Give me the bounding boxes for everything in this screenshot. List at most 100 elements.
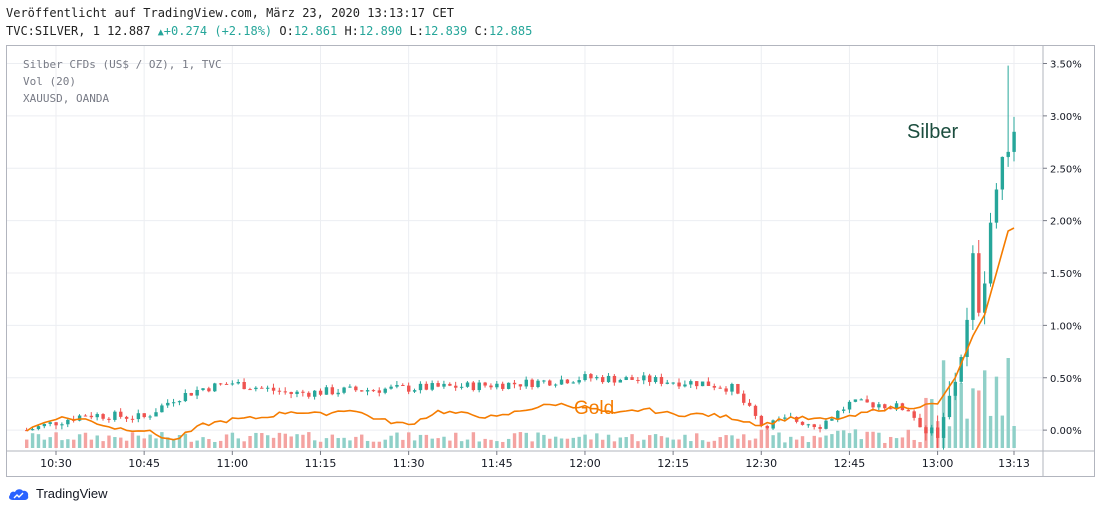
- volume-bar: [412, 440, 417, 448]
- candle-body: [236, 381, 240, 384]
- chart-frame[interactable]: 3.50% 3.00% 2.50% 2.00% 1.50% 1.00% 0.50% 0.00%…: [6, 45, 1095, 477]
- candle-body: [501, 383, 505, 389]
- volume-bar: [595, 433, 599, 448]
- candle-body: [189, 392, 193, 396]
- volume-bar: [477, 441, 481, 448]
- candle-body: [42, 423, 47, 427]
- candle-body: [324, 387, 329, 395]
- volume-bar: [307, 432, 311, 448]
- candle-body: [295, 391, 299, 395]
- volume-bar: [883, 442, 887, 448]
- x-tick-label: 10:45: [128, 457, 160, 470]
- candle-body: [36, 426, 41, 430]
- candle-body: [836, 410, 840, 419]
- candle-body: [54, 422, 58, 426]
- volume-bar: [700, 440, 705, 448]
- volume-bar: [924, 397, 928, 448]
- y-tick-label: 0.50%: [1050, 374, 1082, 385]
- volume-bar: [853, 429, 858, 448]
- volume-bar: [83, 432, 88, 448]
- volume-bar: [606, 434, 611, 448]
- volume-bar: [747, 440, 752, 448]
- volume-bar: [260, 433, 264, 448]
- volume-bar: [506, 438, 511, 448]
- volume-bar: [377, 441, 382, 448]
- volume-bar: [959, 383, 963, 448]
- volume-bar: [436, 438, 440, 448]
- candle-body: [183, 392, 188, 402]
- x-tick-label: 10:30: [40, 457, 72, 470]
- candle-body: [806, 424, 811, 426]
- volume-bar: [283, 433, 288, 448]
- volume-bar: [877, 432, 881, 448]
- volume-bar: [201, 437, 205, 448]
- open-value: 12.861: [293, 24, 338, 38]
- candle-body: [365, 390, 370, 392]
- candle-body: [124, 416, 129, 419]
- candle-body: [330, 387, 335, 395]
- volume-bar: [548, 438, 552, 448]
- candle-body: [436, 383, 440, 387]
- candle-body: [389, 386, 393, 389]
- volume-bar: [389, 435, 393, 448]
- volume-bar: [559, 438, 564, 448]
- volume-bar: [130, 432, 135, 448]
- legend-volume: Vol (20): [23, 75, 76, 88]
- volume-bar: [254, 432, 258, 448]
- candle-body: [841, 409, 846, 411]
- x-tick-label: 12:15: [657, 457, 689, 470]
- candle-body: [918, 417, 922, 428]
- volume-bar: [665, 437, 670, 448]
- volume-bar: [994, 376, 999, 448]
- candle-body: [753, 405, 758, 416]
- candle-body: [983, 283, 987, 313]
- close-value: 12.885: [488, 24, 533, 38]
- candle-body: [383, 388, 387, 393]
- candle-body: [89, 415, 94, 418]
- low-label: L:: [409, 24, 424, 38]
- volume-bar: [489, 439, 493, 448]
- volume-bar: [448, 440, 452, 448]
- candle-body: [371, 390, 376, 392]
- candle-body: [765, 425, 769, 429]
- candle-body: [207, 388, 211, 392]
- volume-bar: [530, 441, 534, 448]
- candle-body: [495, 383, 499, 388]
- volume-bar: [354, 436, 358, 448]
- volume-bar: [495, 441, 499, 448]
- candle-body: [401, 384, 405, 386]
- volume-bar: [918, 442, 922, 448]
- volume-bar: [371, 441, 376, 448]
- candle-body: [559, 379, 564, 385]
- volume-bar: [54, 432, 58, 448]
- volume-bar: [77, 434, 82, 448]
- volume-bar: [624, 437, 628, 448]
- candle-body: [548, 380, 552, 386]
- volume-bar: [313, 440, 317, 448]
- volume-bar: [830, 434, 834, 448]
- volume-bar: [365, 440, 370, 448]
- volume-bar: [847, 433, 852, 448]
- candle-body: [747, 402, 752, 406]
- volume-bar: [383, 439, 387, 448]
- candle-body: [218, 383, 223, 385]
- candle-body: [407, 385, 411, 392]
- volume-bar: [265, 435, 270, 448]
- silber-annotation: Silber: [907, 121, 958, 143]
- candle-body: [977, 253, 981, 313]
- volume-bar: [89, 439, 94, 448]
- volume-bar: [618, 437, 623, 448]
- volume-bar: [136, 435, 141, 448]
- tradingview-logo[interactable]: TradingView: [8, 486, 108, 501]
- candle-body: [971, 253, 975, 320]
- volume-bar: [360, 434, 364, 448]
- volume-bar: [42, 439, 47, 448]
- candle-body: [107, 418, 111, 420]
- candle-body: [1012, 131, 1016, 152]
- price-chart[interactable]: 3.50% 3.00% 2.50% 2.00% 1.50% 1.00% 0.50% 0.00%…: [7, 46, 1094, 476]
- volume-bar: [653, 434, 658, 448]
- gold-series-line: [26, 227, 1015, 441]
- volume-bar: [148, 434, 152, 448]
- candle-body: [277, 390, 282, 392]
- candle-body: [706, 381, 711, 386]
